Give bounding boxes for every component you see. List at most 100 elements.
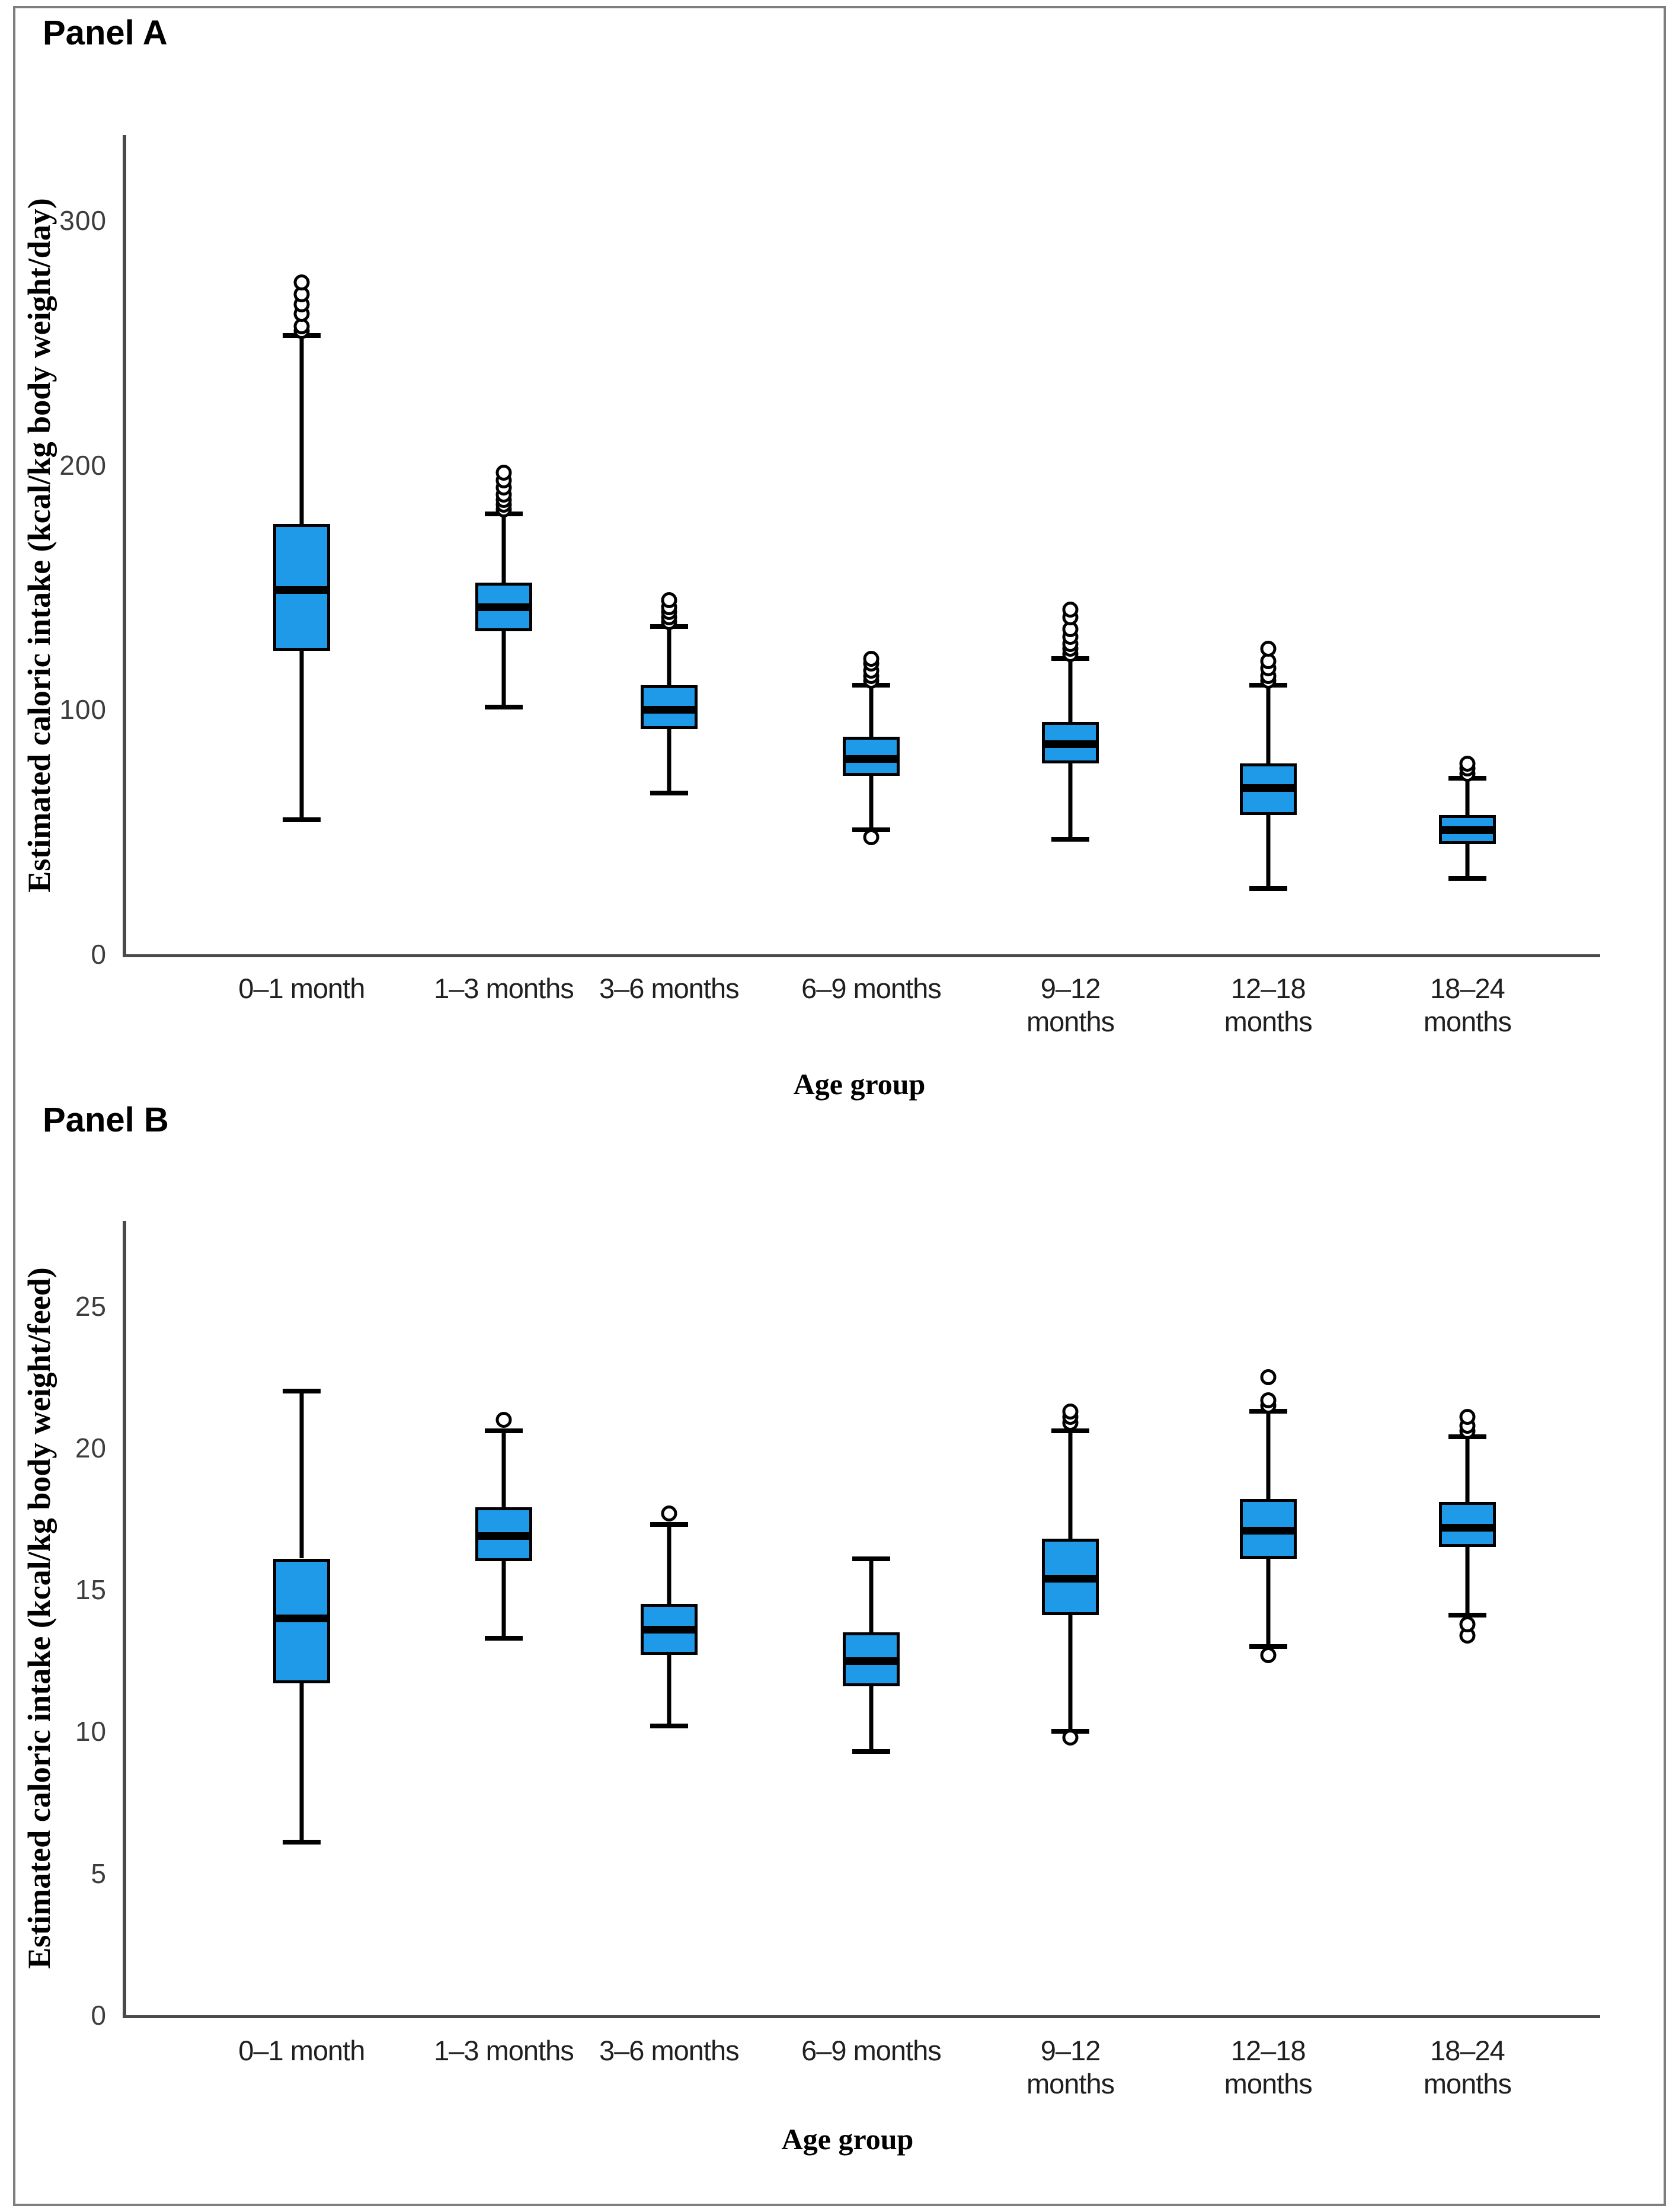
- median-line: [273, 1615, 330, 1622]
- whisker-lower: [299, 651, 304, 820]
- y-tick-label: 100: [59, 694, 107, 725]
- outlier-circle: [293, 286, 310, 303]
- whisker-upper: [869, 1558, 874, 1632]
- whisker-cap-lower: [484, 705, 523, 710]
- y-tick-label: 10: [75, 1716, 107, 1747]
- outlier-circle: [1459, 1409, 1476, 1425]
- median-line: [1239, 784, 1297, 792]
- whisker-lower: [1266, 1558, 1271, 1647]
- median-line: [842, 755, 900, 763]
- whisker-lower: [1465, 1547, 1470, 1616]
- whisker-lower: [501, 1561, 506, 1638]
- whisker-upper: [501, 514, 506, 583]
- y-tick-label: 0: [91, 2000, 107, 2031]
- x-tick-label: 3–6 months: [599, 2035, 740, 2066]
- median-line: [640, 706, 698, 714]
- whisker-upper: [1465, 778, 1470, 815]
- x-tick-label: 12–18 months: [1224, 973, 1313, 1037]
- whisker-lower: [1068, 1615, 1073, 1732]
- whisker-upper: [667, 626, 671, 686]
- whisker-upper: [667, 1524, 671, 1604]
- median-line: [1042, 1575, 1099, 1583]
- panel-b-label: Panel B: [43, 1101, 169, 1139]
- whisker-cap-lower: [1051, 837, 1090, 842]
- whisker-lower: [869, 1686, 874, 1751]
- median-line: [1438, 826, 1496, 834]
- x-tick-label: 12–18 months: [1224, 2035, 1313, 2099]
- outlier-circle: [661, 592, 677, 608]
- x-tick-label: 3–6 months: [599, 973, 740, 1004]
- outlier-circle: [863, 829, 880, 845]
- x-axis-line: [123, 954, 1600, 957]
- median-line: [842, 1657, 900, 1665]
- whisker-upper: [1068, 1431, 1073, 1539]
- whisker-cap-lower: [1448, 1613, 1486, 1618]
- whisker-lower: [299, 1683, 304, 1843]
- y-tick-label: 15: [75, 1574, 107, 1606]
- y-tick-label: 20: [75, 1432, 107, 1463]
- whisker-upper: [1266, 685, 1271, 764]
- x-tick-label: 0–1 month: [238, 973, 365, 1004]
- whisker-lower: [501, 631, 506, 708]
- outlier-circle: [1459, 1616, 1476, 1632]
- whisker-cap-lower: [282, 1840, 321, 1845]
- outlier-circle: [1260, 641, 1277, 657]
- median-line: [273, 586, 330, 594]
- outlier-circle: [495, 465, 512, 481]
- median-line: [640, 1626, 698, 1634]
- whisker-upper: [299, 335, 304, 524]
- whisker-cap-upper: [1051, 1428, 1090, 1434]
- y-axis-line: [123, 135, 126, 954]
- outlier-circle: [1062, 1403, 1079, 1420]
- whisker-cap-upper: [650, 1522, 688, 1527]
- whisker-cap-upper: [852, 1556, 890, 1561]
- median-line: [1042, 740, 1099, 749]
- whisker-upper: [501, 1431, 506, 1508]
- whisker-upper: [869, 685, 874, 737]
- outlier-circle: [1062, 1730, 1079, 1746]
- y-tick-label: 0: [91, 939, 107, 970]
- outlier-circle: [1260, 1647, 1277, 1664]
- whisker-lower: [1465, 844, 1470, 879]
- whisker-upper: [1266, 1411, 1271, 1499]
- x-tick-label: 9–12 months: [1026, 973, 1115, 1037]
- x-tick-label: 18–24 months: [1423, 2035, 1512, 2099]
- y-tick-label: 300: [59, 205, 107, 236]
- whisker-lower: [667, 729, 671, 793]
- outlier-circle: [495, 1412, 512, 1428]
- x-tick-label: 6–9 months: [801, 2035, 942, 2066]
- whisker-upper: [1465, 1436, 1470, 1502]
- whisker-cap-lower: [1448, 876, 1486, 881]
- x-tick-label: 6–9 months: [801, 973, 942, 1004]
- whisker-lower: [1068, 763, 1073, 840]
- whisker-cap-lower: [1249, 1644, 1287, 1649]
- whisker-cap-lower: [1249, 886, 1287, 891]
- outlier-circle: [1459, 756, 1476, 772]
- whisker-cap-lower: [650, 790, 688, 795]
- whisker-cap-upper: [484, 1428, 523, 1434]
- outlier-circle: [1260, 1392, 1277, 1408]
- x-tick-label: 1–3 months: [434, 2035, 574, 2066]
- panel-b-x-axis-title: Age group: [781, 2123, 914, 2156]
- outlier-circle: [1260, 1369, 1277, 1386]
- y-tick-label: 200: [59, 449, 107, 481]
- whisker-lower: [1266, 814, 1271, 888]
- whisker-cap-lower: [282, 817, 321, 823]
- median-line: [1239, 1526, 1297, 1535]
- panel-a-y-axis-label: Estimated caloric intake (kcal/kg body w…: [21, 198, 57, 893]
- x-tick-label: 1–3 months: [434, 973, 574, 1004]
- panel-a-label: Panel A: [43, 14, 168, 52]
- y-tick-label: 25: [75, 1290, 107, 1322]
- outlier-circle: [661, 1505, 677, 1521]
- x-tick-label: 9–12 months: [1026, 2035, 1115, 2099]
- whisker-lower: [667, 1655, 671, 1726]
- whisker-cap-lower: [484, 1635, 523, 1641]
- figure-border: [13, 6, 1666, 2206]
- x-axis-line: [123, 2015, 1600, 2018]
- median-line: [1438, 1523, 1496, 1532]
- y-tick-label: 5: [91, 1858, 107, 1889]
- median-line: [475, 1532, 532, 1540]
- whisker-lower: [869, 775, 874, 830]
- outlier-circle: [863, 650, 880, 667]
- whisker-cap-upper: [282, 1389, 321, 1394]
